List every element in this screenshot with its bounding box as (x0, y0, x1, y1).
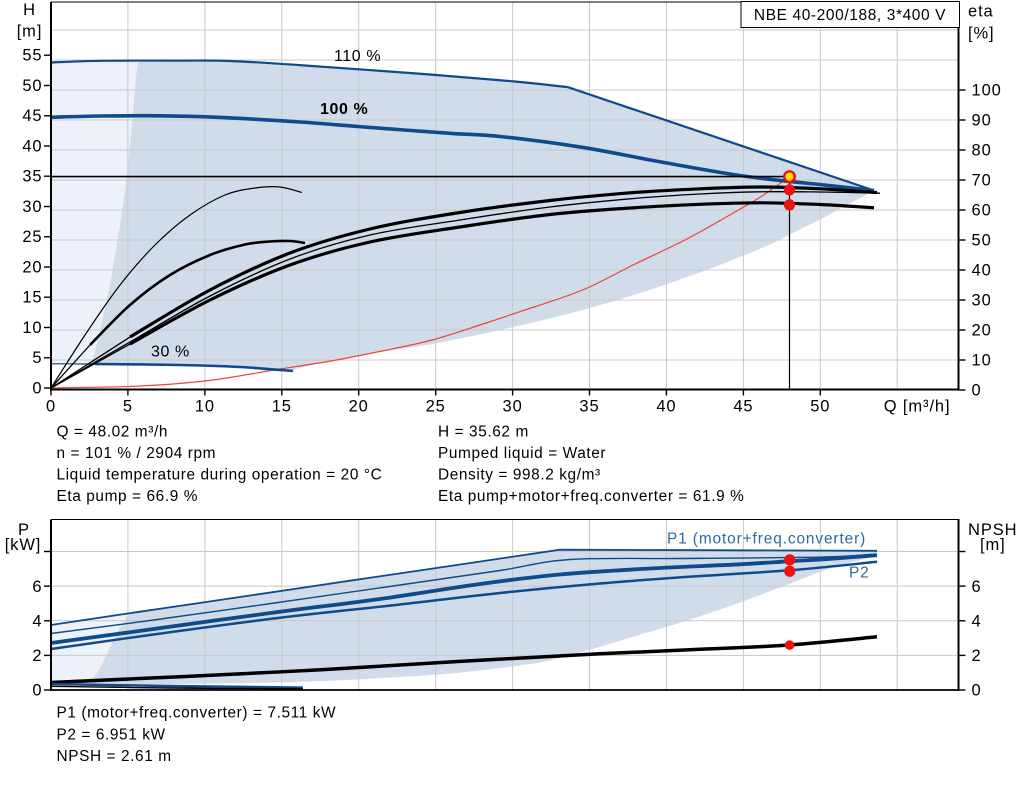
svg-text:20: 20 (349, 398, 369, 416)
svg-text:30 %: 30 % (151, 344, 190, 361)
svg-text:0: 0 (972, 382, 982, 400)
svg-text:30: 30 (22, 198, 42, 216)
svg-text:4: 4 (972, 613, 982, 631)
svg-text:[%]: [%] (968, 25, 995, 43)
svg-text:15: 15 (22, 289, 42, 307)
svg-text:50: 50 (810, 398, 830, 416)
svg-text:40: 40 (656, 398, 676, 416)
svg-text:4: 4 (32, 613, 42, 631)
svg-text:25: 25 (22, 228, 42, 246)
svg-text:10: 10 (22, 319, 42, 337)
svg-text:P1 (motor+freq.converter): P1 (motor+freq.converter) (667, 531, 866, 548)
svg-text:P2 = 6.951 kW: P2 = 6.951 kW (57, 727, 166, 744)
svg-text:[m]: [m] (17, 23, 43, 41)
svg-text:[kW]: [kW] (5, 536, 42, 554)
svg-text:10: 10 (972, 352, 992, 370)
svg-text:eta: eta (968, 3, 994, 21)
svg-text:70: 70 (972, 172, 992, 190)
svg-text:20: 20 (22, 258, 42, 276)
svg-text:80: 80 (972, 142, 992, 160)
svg-text:P1 (motor+freq.converter) = 7.: P1 (motor+freq.converter) = 7.511 kW (57, 705, 337, 722)
svg-text:Density = 998.2 kg/m³: Density = 998.2 kg/m³ (438, 467, 601, 484)
svg-text:Pumped liquid = Water: Pumped liquid = Water (438, 445, 606, 462)
svg-text:H: H (23, 1, 36, 19)
svg-text:5: 5 (123, 398, 133, 416)
svg-text:Q [m³/h]: Q [m³/h] (884, 398, 951, 416)
svg-text:45: 45 (733, 398, 753, 416)
svg-text:5: 5 (32, 349, 42, 367)
svg-text:15: 15 (272, 398, 292, 416)
svg-text:90: 90 (972, 112, 992, 130)
svg-text:0: 0 (32, 682, 42, 700)
svg-text:35: 35 (579, 398, 599, 416)
svg-text:Liquid temperature during oper: Liquid temperature during operation = 20… (57, 467, 383, 484)
svg-text:2: 2 (972, 647, 982, 665)
svg-text:40: 40 (22, 137, 42, 155)
svg-text:P2: P2 (849, 565, 870, 582)
svg-text:100 %: 100 % (320, 101, 368, 118)
svg-text:50: 50 (22, 77, 42, 95)
svg-text:6: 6 (972, 578, 982, 596)
svg-text:40: 40 (972, 262, 992, 280)
svg-text:NBE 40-200/188, 3*400 V: NBE 40-200/188, 3*400 V (754, 7, 946, 24)
svg-text:10: 10 (195, 398, 215, 416)
svg-text:Q = 48.02 m³/h: Q = 48.02 m³/h (57, 424, 168, 441)
svg-text:[m]: [m] (980, 536, 1006, 554)
svg-text:0: 0 (46, 398, 56, 416)
svg-text:100: 100 (972, 82, 1002, 100)
svg-text:n = 101 % / 2904 rpm: n = 101 % / 2904 rpm (57, 445, 217, 462)
svg-text:30: 30 (972, 292, 992, 310)
svg-text:60: 60 (972, 202, 992, 220)
svg-text:H = 35.62 m: H = 35.62 m (438, 424, 529, 441)
svg-text:0: 0 (972, 682, 982, 700)
svg-text:55: 55 (22, 47, 42, 65)
svg-text:2: 2 (32, 647, 42, 665)
svg-text:Eta pump+motor+freq.converter: Eta pump+motor+freq.converter = 61.9 % (438, 488, 744, 505)
svg-text:0: 0 (32, 379, 42, 397)
svg-text:50: 50 (972, 232, 992, 250)
svg-text:30: 30 (503, 398, 523, 416)
svg-text:6: 6 (32, 578, 42, 596)
svg-text:45: 45 (22, 107, 42, 125)
svg-text:20: 20 (972, 322, 992, 340)
svg-text:NPSH = 2.61 m: NPSH = 2.61 m (57, 748, 172, 765)
svg-text:35: 35 (22, 168, 42, 186)
svg-text:Eta pump = 66.9 %: Eta pump = 66.9 % (57, 488, 199, 505)
svg-text:110 %: 110 % (334, 48, 381, 65)
svg-text:25: 25 (426, 398, 446, 416)
